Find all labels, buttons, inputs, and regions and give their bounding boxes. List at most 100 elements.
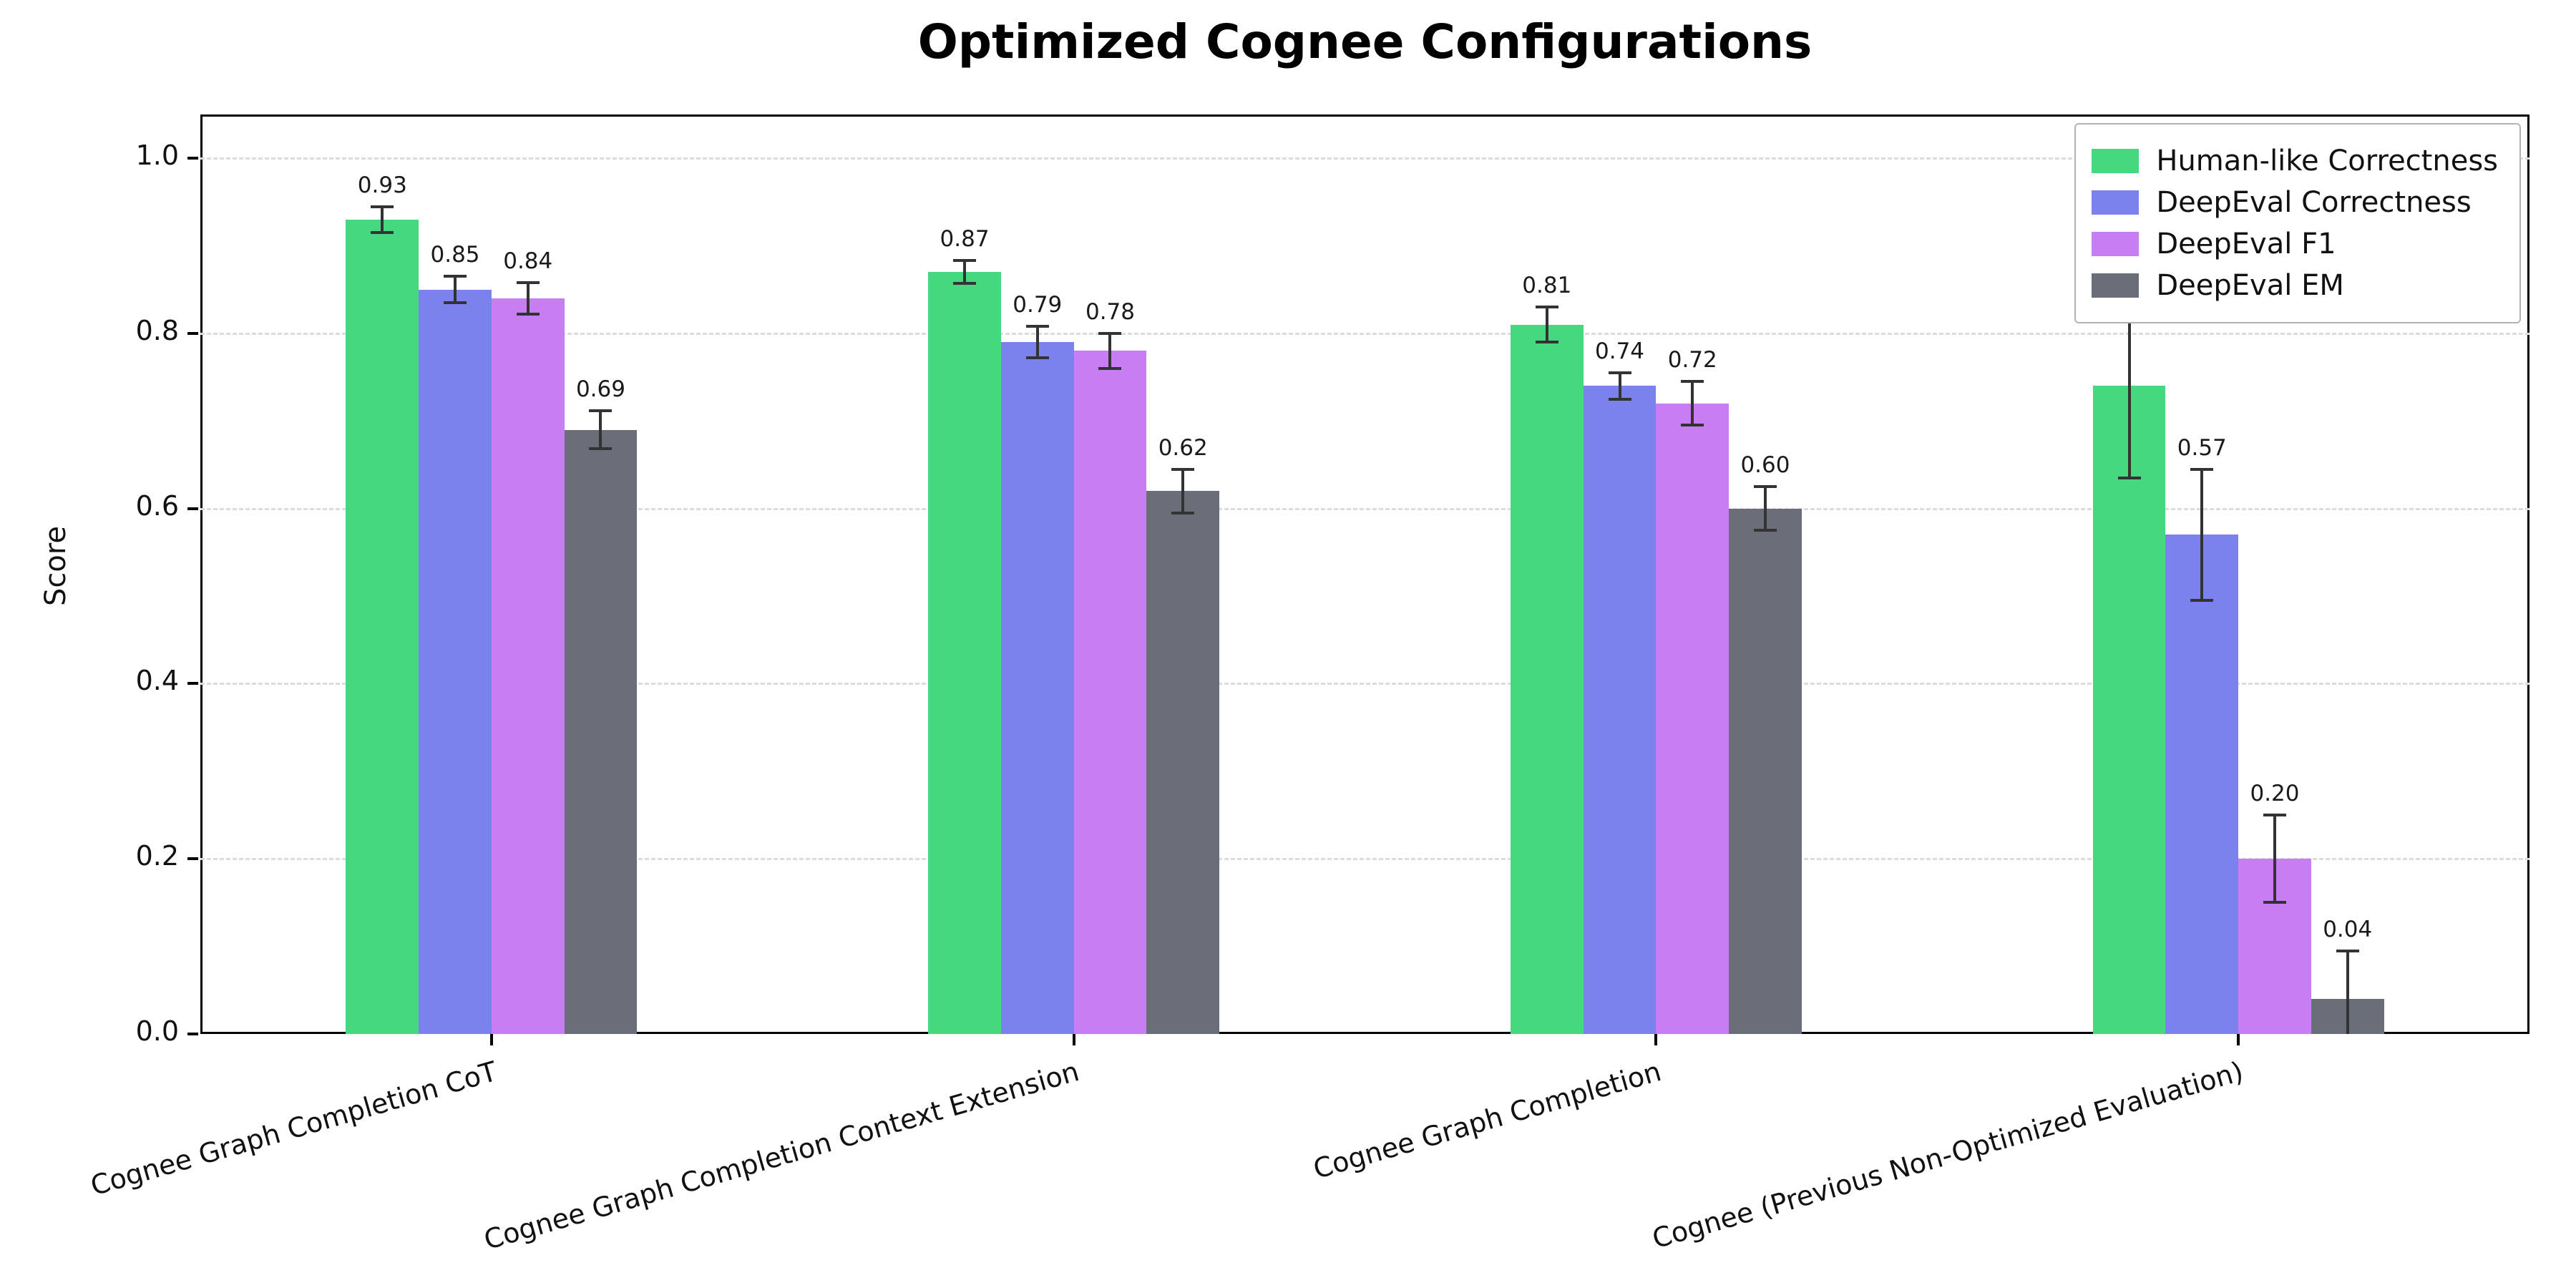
legend-swatch-icon bbox=[2092, 232, 2140, 256]
error-bar-line bbox=[1035, 326, 1039, 358]
bar bbox=[346, 219, 419, 1034]
error-bar-cap bbox=[1608, 371, 1631, 375]
error-bar-cap bbox=[2263, 814, 2286, 817]
value-label: 0.57 bbox=[2177, 434, 2227, 461]
error-bar-cap bbox=[444, 301, 467, 305]
bar bbox=[1729, 508, 1802, 1034]
error-bar-line bbox=[454, 276, 457, 303]
chart-title: Optimized Cognee Configurations bbox=[917, 14, 1813, 69]
error-bar-cap bbox=[1171, 511, 1195, 514]
error-bar-cap bbox=[516, 313, 540, 316]
y-tick-label: 0.8 bbox=[135, 314, 179, 346]
x-tick-label: Cognee (Previous Non-Optimized Evaluatio… bbox=[1649, 1055, 2248, 1255]
bar bbox=[491, 298, 565, 1034]
bar bbox=[1000, 342, 1074, 1034]
error-bar-line bbox=[381, 206, 384, 233]
legend-swatch-icon bbox=[2092, 273, 2140, 298]
x-tick-mark bbox=[489, 1034, 493, 1045]
bar bbox=[419, 289, 492, 1034]
y-tick-mark bbox=[187, 157, 198, 160]
value-label: 0.84 bbox=[503, 248, 553, 274]
value-label: 0.04 bbox=[2323, 916, 2373, 942]
error-bar-line bbox=[599, 410, 602, 449]
gridline bbox=[200, 683, 2529, 686]
error-bar-cap bbox=[444, 275, 467, 278]
legend-swatch-icon bbox=[2092, 149, 2140, 173]
y-tick-mark bbox=[187, 507, 198, 510]
error-bar-cap bbox=[2117, 476, 2141, 479]
x-tick-mark bbox=[1072, 1034, 1075, 1045]
y-tick-mark bbox=[187, 682, 198, 686]
legend-item: DeepEval Correctness bbox=[2092, 186, 2498, 219]
x-tick-label: Cognee Graph Completion Context Extensio… bbox=[480, 1055, 1083, 1257]
bar bbox=[1583, 386, 1657, 1034]
gridline bbox=[200, 507, 2529, 510]
error-bar-line bbox=[963, 260, 967, 284]
error-bar-line bbox=[2127, 293, 2131, 478]
value-label: 0.79 bbox=[1013, 292, 1063, 318]
gridline bbox=[200, 157, 2529, 160]
error-bar-cap bbox=[1025, 356, 1049, 360]
bar bbox=[928, 272, 1001, 1034]
legend-label: Human-like Correctness bbox=[2156, 145, 2498, 177]
error-bar-cap bbox=[1535, 341, 1558, 344]
error-bar-cap bbox=[1681, 380, 1704, 384]
value-label: 0.72 bbox=[1667, 347, 1717, 374]
y-tick-label: 0.2 bbox=[135, 840, 179, 872]
y-tick-label: 0.6 bbox=[135, 489, 179, 522]
gridline bbox=[200, 858, 2529, 861]
legend: Human-like Correctness DeepEval Correctne… bbox=[2074, 123, 2521, 323]
plot-area: Human-like Correctness DeepEval Correctne… bbox=[87, 114, 2529, 1256]
error-bar-cap bbox=[953, 259, 977, 263]
bar bbox=[1146, 491, 1220, 1034]
bar bbox=[1656, 403, 1729, 1034]
value-label: 0.78 bbox=[1085, 298, 1135, 325]
error-bar-cap bbox=[1535, 306, 1558, 309]
x-tick-label: Cognee Graph Completion bbox=[1309, 1055, 1665, 1185]
value-label: 0.74 bbox=[1595, 338, 1645, 365]
x-tick-label: Cognee Graph Completion CoT bbox=[87, 1055, 501, 1202]
bar bbox=[564, 429, 638, 1034]
value-label: 0.93 bbox=[357, 172, 407, 198]
error-bar-cap bbox=[371, 205, 394, 208]
error-bar-line bbox=[2346, 950, 2349, 1034]
error-bar-cap bbox=[1753, 529, 1777, 532]
legend-item: DeepEval F1 bbox=[2092, 228, 2498, 260]
error-bar-line bbox=[1108, 333, 1112, 369]
legend-item: DeepEval EM bbox=[2092, 269, 2498, 302]
error-bar-cap bbox=[2190, 467, 2214, 471]
error-bar-cap bbox=[2263, 901, 2286, 904]
error-bar-cap bbox=[2336, 949, 2359, 952]
error-bar-cap bbox=[516, 280, 540, 284]
error-bar-cap bbox=[1753, 485, 1777, 489]
error-bar-cap bbox=[1681, 424, 1704, 427]
legend-label: DeepEval EM bbox=[2156, 269, 2344, 302]
error-bar-cap bbox=[953, 282, 977, 286]
gridline bbox=[200, 332, 2529, 335]
error-bar-line bbox=[2200, 469, 2204, 601]
error-bar-cap bbox=[1098, 331, 1122, 335]
y-axis-label: Score bbox=[39, 526, 72, 607]
error-bar-cap bbox=[589, 447, 613, 451]
legend-label: DeepEval Correctness bbox=[2156, 186, 2472, 219]
error-bar-line bbox=[2273, 815, 2276, 903]
value-label: 0.20 bbox=[2250, 781, 2300, 807]
error-bar-line bbox=[1545, 307, 1548, 343]
error-bar-cap bbox=[1098, 366, 1122, 370]
y-tick-mark bbox=[187, 1033, 198, 1035]
legend-swatch-icon bbox=[2092, 190, 2140, 215]
x-tick-mark bbox=[2237, 1034, 2240, 1045]
x-tick-mark bbox=[1654, 1034, 1658, 1045]
error-bar-line bbox=[1691, 381, 1694, 426]
value-label: 0.69 bbox=[575, 376, 625, 402]
bar bbox=[2165, 535, 2239, 1034]
y-tick-label: 1.0 bbox=[135, 140, 179, 172]
error-bar-line bbox=[1181, 469, 1185, 513]
error-bar-line bbox=[526, 282, 530, 315]
error-bar-cap bbox=[1025, 325, 1049, 328]
value-label: 0.87 bbox=[940, 226, 990, 253]
error-bar-cap bbox=[1608, 397, 1631, 401]
legend-item: Human-like Correctness bbox=[2092, 145, 2498, 177]
y-tick-label: 0.0 bbox=[135, 1015, 179, 1047]
value-label: 0.60 bbox=[1740, 452, 1790, 479]
